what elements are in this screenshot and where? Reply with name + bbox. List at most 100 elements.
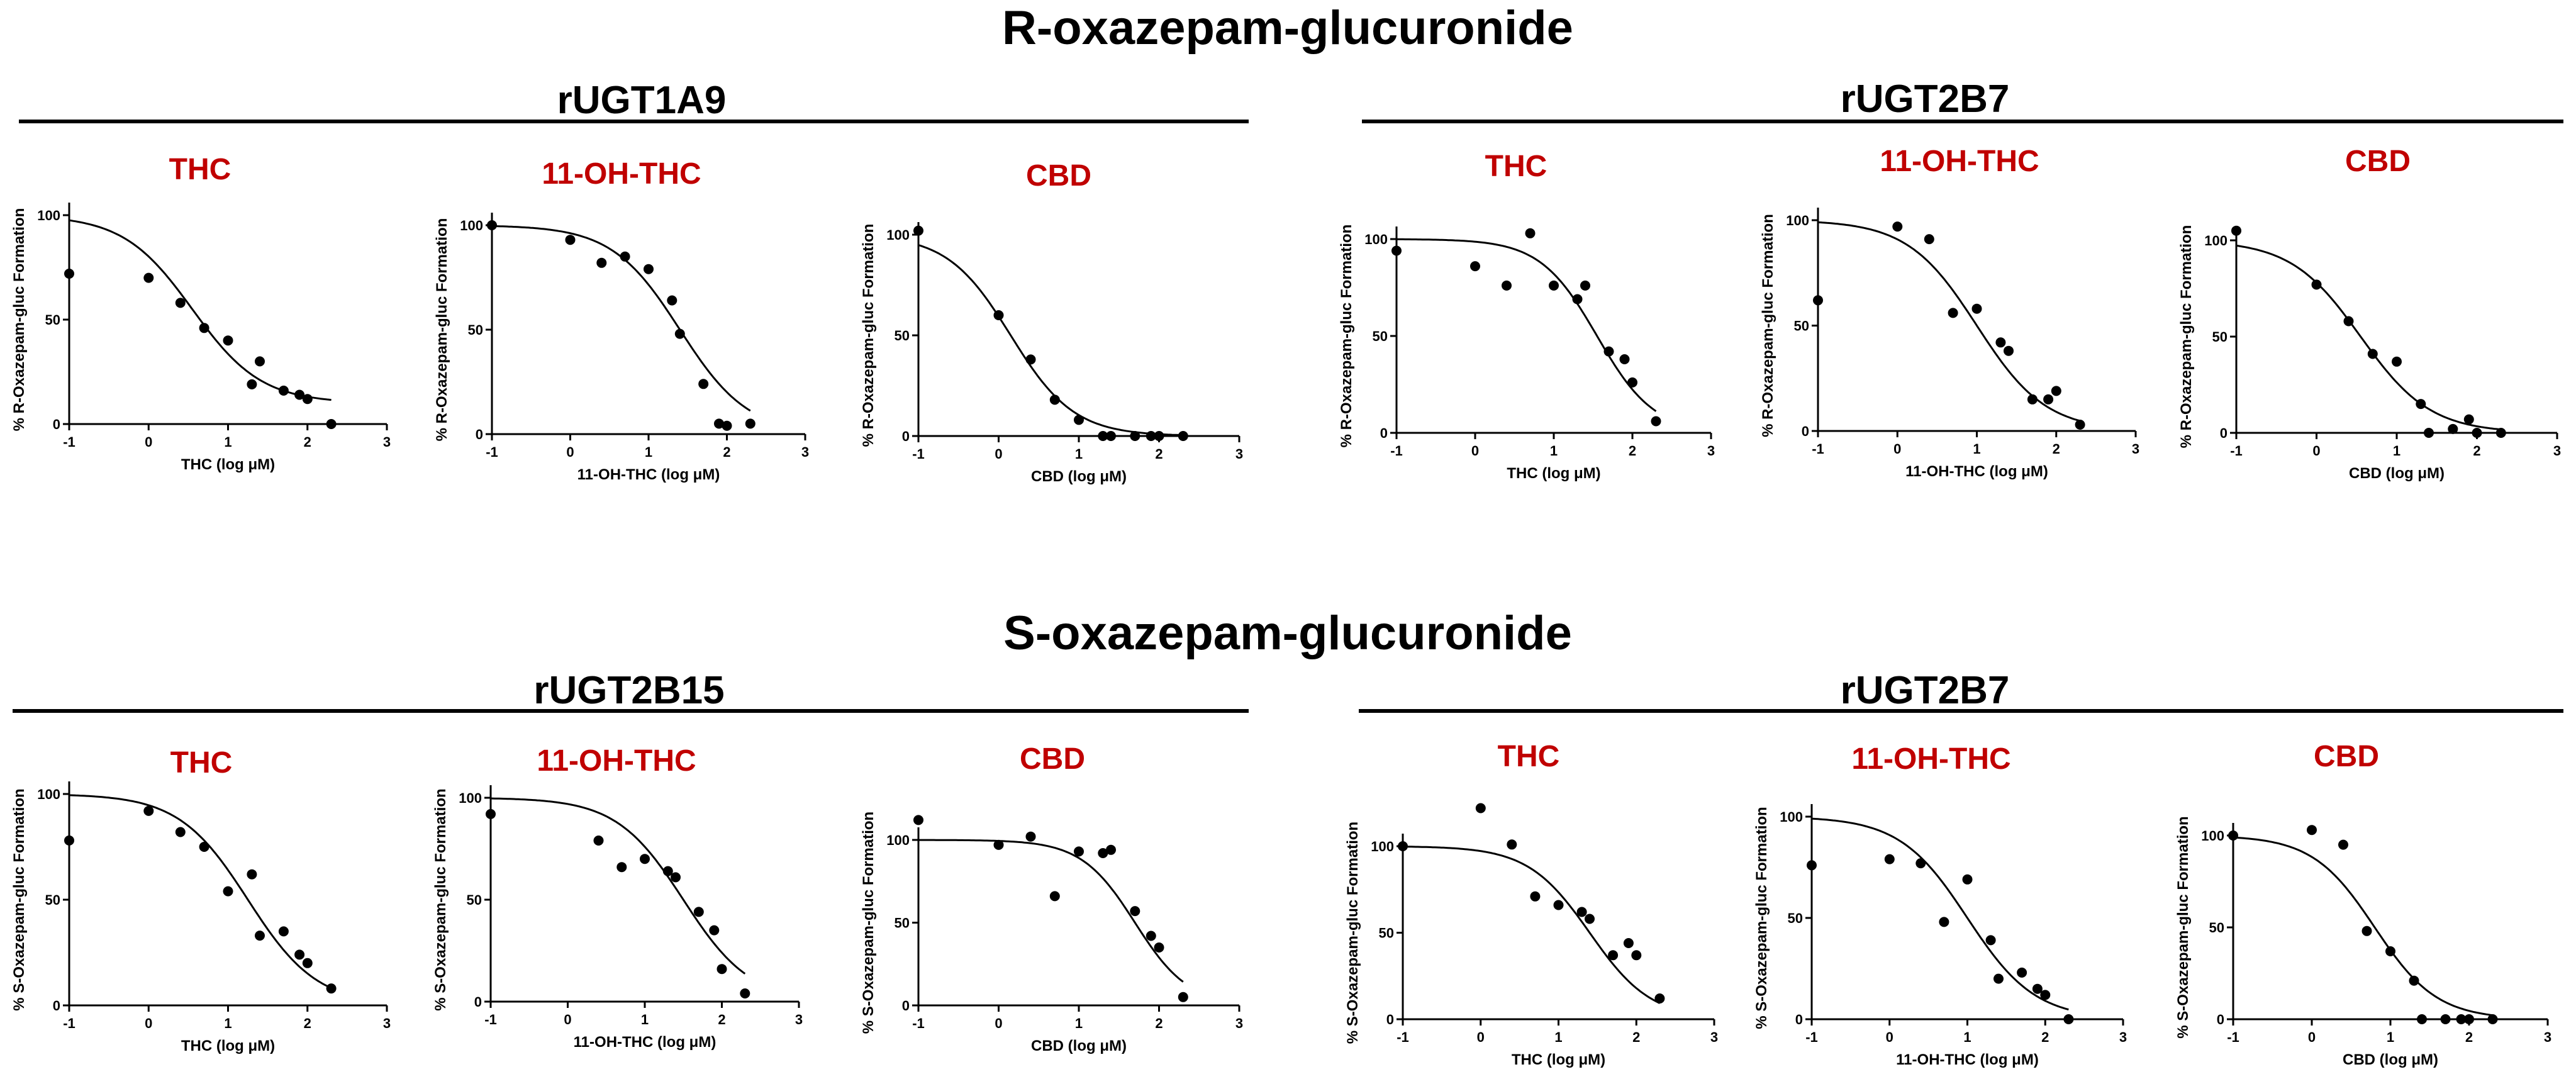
- data-point: [1608, 950, 1619, 961]
- data-point: [247, 379, 257, 389]
- data-point: [714, 418, 724, 429]
- fit-curve: [69, 219, 332, 401]
- x-tick-label: 3: [2132, 441, 2139, 457]
- y-tick-label: 50: [468, 322, 483, 338]
- data-point: [302, 958, 313, 968]
- data-point: [644, 264, 654, 274]
- fit-curve: [69, 794, 332, 989]
- data-point: [1948, 308, 1958, 318]
- data-point: [1049, 891, 1060, 902]
- x-tick-label: 2: [718, 1012, 725, 1027]
- x-tick-label: 1: [2387, 1029, 2394, 1045]
- x-tick-label: 3: [1235, 446, 1243, 462]
- section-title-r: R-oxazepam-glucuronide: [1002, 1, 1573, 55]
- x-axis-label: THC (log μM): [1507, 465, 1600, 482]
- data-point: [1530, 891, 1541, 902]
- data-point: [1146, 431, 1156, 441]
- x-tick-label: -1: [2227, 1029, 2239, 1045]
- x-tick-label: 3: [383, 1015, 391, 1031]
- data-point: [2032, 983, 2043, 994]
- data-point: [1576, 907, 1587, 917]
- x-axis-label: CBD (log μM): [2343, 1051, 2438, 1068]
- enzyme-title-s-left: rUGT2B15: [533, 669, 724, 712]
- data-point: [1924, 234, 1934, 245]
- data-point: [2367, 349, 2378, 359]
- y-tick-label: 0: [474, 994, 482, 1010]
- data-point: [2017, 967, 2027, 978]
- y-tick-label: 0: [476, 427, 483, 442]
- fit-curve: [1817, 221, 2081, 422]
- data-point: [2472, 428, 2482, 438]
- data-point: [1178, 992, 1188, 1002]
- data-point: [255, 356, 265, 367]
- x-tick-label: 0: [1471, 443, 1479, 459]
- y-tick-label: 0: [53, 998, 60, 1014]
- chart-title: CBD: [2345, 145, 2411, 178]
- fit-curve: [2236, 244, 2501, 431]
- data-point: [620, 251, 630, 262]
- chart-title: THC: [169, 153, 231, 186]
- x-tick-label: -1: [486, 444, 498, 460]
- y-tick-label: 100: [886, 832, 910, 848]
- x-tick-label: 0: [995, 1015, 1002, 1031]
- x-tick-label: 3: [2544, 1029, 2551, 1045]
- data-point: [2338, 839, 2348, 850]
- x-tick-label: 0: [145, 434, 152, 450]
- data-point: [913, 225, 923, 236]
- x-tick-label: -1: [1805, 1029, 1818, 1045]
- data-point: [1553, 900, 1564, 910]
- data-point: [2463, 414, 2474, 425]
- x-tick-label: 2: [304, 1015, 311, 1031]
- y-axis-label: % R-Oxazepam-gluc Formation: [860, 224, 877, 447]
- data-point: [2440, 1014, 2451, 1024]
- x-tick-label: 0: [1886, 1029, 1893, 1045]
- data-point: [1098, 848, 1108, 858]
- y-tick-label: 50: [467, 892, 482, 908]
- data-point: [2456, 1014, 2467, 1024]
- y-axis-label: % S-Oxazepam-gluc Formation: [860, 812, 877, 1034]
- fit-curve: [1402, 846, 1661, 1004]
- x-tick-label: 3: [2553, 443, 2561, 459]
- y-tick-label: 100: [2201, 828, 2224, 844]
- y-tick-label: 0: [53, 417, 60, 432]
- data-point: [1962, 874, 1973, 885]
- y-axis-label: % R-Oxazepam-gluc Formation: [1338, 225, 1355, 448]
- data-point: [1585, 914, 1595, 924]
- x-tick-label: 0: [145, 1015, 152, 1031]
- y-tick-label: 0: [1795, 1012, 1803, 1027]
- chart-title: 11-OH-THC: [537, 744, 696, 778]
- data-point: [1025, 354, 1036, 365]
- section-title-s: S-oxazepam-glucuronide: [1003, 607, 1572, 660]
- x-axis-label: 11-OH-THC (log μM): [1905, 463, 2048, 480]
- data-point: [2424, 428, 2434, 438]
- data-point: [1391, 245, 1402, 256]
- data-point: [1507, 839, 1517, 850]
- data-point: [2063, 1014, 2074, 1024]
- y-tick-label: 100: [1364, 232, 1388, 247]
- data-point: [674, 328, 685, 339]
- data-point: [1502, 280, 1512, 291]
- data-point: [1049, 394, 1060, 405]
- y-tick-label: 0: [902, 428, 910, 444]
- y-tick-label: 100: [37, 786, 60, 802]
- data-point: [993, 310, 1004, 320]
- x-tick-label: 3: [795, 1012, 803, 1027]
- data-point: [1651, 416, 1661, 427]
- x-tick-label: 1: [224, 1015, 231, 1031]
- y-tick-label: 0: [1802, 423, 1809, 439]
- y-tick-label: 50: [45, 312, 60, 328]
- data-point: [1884, 854, 1895, 864]
- x-tick-label: 3: [1235, 1015, 1243, 1031]
- data-point: [740, 988, 750, 998]
- x-tick-label: 2: [723, 444, 730, 460]
- x-tick-label: 1: [641, 1012, 649, 1027]
- data-point: [1993, 973, 2004, 984]
- y-tick-label: 50: [1379, 925, 1394, 941]
- data-point: [993, 839, 1004, 850]
- x-tick-label: 3: [1710, 1029, 1718, 1045]
- data-point: [2487, 1014, 2498, 1024]
